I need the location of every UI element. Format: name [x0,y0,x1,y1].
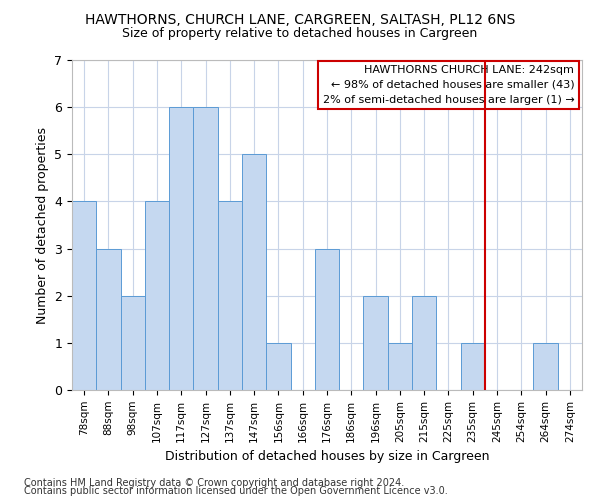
Bar [145,202,169,390]
Bar [533,343,558,390]
Text: Size of property relative to detached houses in Cargreen: Size of property relative to detached ho… [122,28,478,40]
Bar [461,343,485,390]
Bar [412,296,436,390]
Bar [315,248,339,390]
Bar [169,107,193,390]
Bar [72,202,96,390]
Bar [121,296,145,390]
X-axis label: Distribution of detached houses by size in Cargreen: Distribution of detached houses by size … [165,450,489,463]
Bar [364,296,388,390]
Bar [266,343,290,390]
Text: HAWTHORNS CHURCH LANE: 242sqm
← 98% of detached houses are smaller (43)
2% of se: HAWTHORNS CHURCH LANE: 242sqm ← 98% of d… [323,65,574,104]
Text: Contains public sector information licensed under the Open Government Licence v3: Contains public sector information licen… [24,486,448,496]
Bar [242,154,266,390]
Text: HAWTHORNS, CHURCH LANE, CARGREEN, SALTASH, PL12 6NS: HAWTHORNS, CHURCH LANE, CARGREEN, SALTAS… [85,12,515,26]
Y-axis label: Number of detached properties: Number of detached properties [36,126,49,324]
Bar [218,202,242,390]
Text: Contains HM Land Registry data © Crown copyright and database right 2024.: Contains HM Land Registry data © Crown c… [24,478,404,488]
Bar [388,343,412,390]
Bar [193,107,218,390]
Title: HAWTHORNS, CHURCH LANE, CARGREEN, SALTASH, PL12 6NS
Size of property relative to: HAWTHORNS, CHURCH LANE, CARGREEN, SALTAS… [0,499,1,500]
Bar [96,248,121,390]
